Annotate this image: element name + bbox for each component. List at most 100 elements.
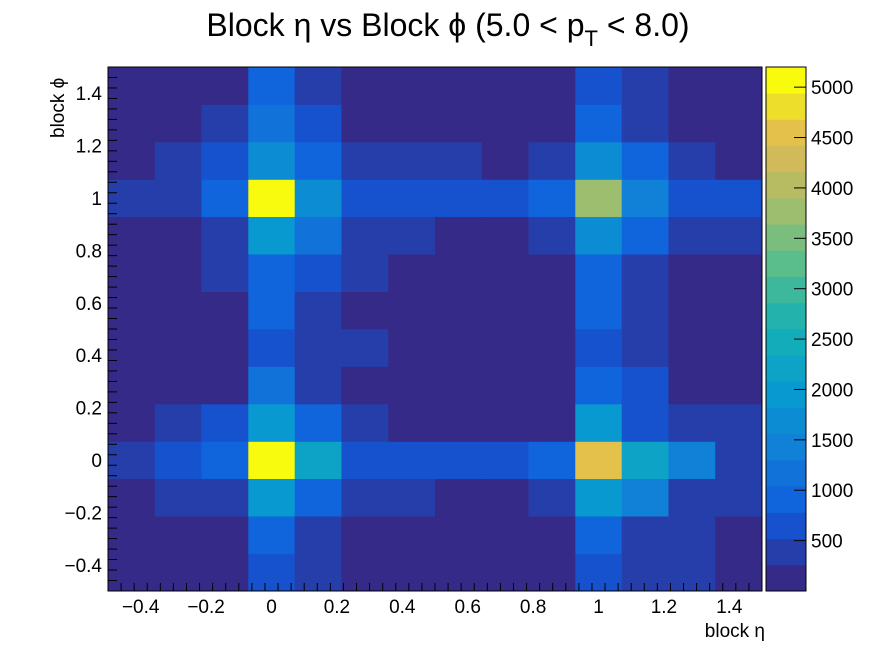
title-phi: ϕ [448, 7, 466, 43]
x-tick-label: 1 [593, 597, 604, 618]
heatmap-cell [341, 329, 389, 367]
heatmap-cell [715, 291, 763, 330]
x-tick-label: −0.2 [187, 597, 225, 618]
palette-band [766, 145, 806, 173]
heatmap-cell [668, 216, 716, 255]
heatmap-cell [575, 67, 623, 105]
heatmap-cell [715, 441, 763, 480]
heatmap-cell [341, 441, 389, 480]
heatmap-cell [154, 516, 202, 554]
heatmap-cell [668, 403, 716, 442]
heatmap-cell [108, 216, 156, 255]
heatmap-cell [154, 553, 202, 592]
y-tick-label: −0.4 [64, 556, 102, 577]
title-cut-close: < 8.0) [598, 7, 690, 43]
palette-tick-label: 1000 [811, 481, 853, 502]
heatmap-cell [481, 67, 529, 105]
heatmap-cell [435, 67, 483, 105]
heatmap-cell [668, 291, 716, 330]
heatmap-cell [481, 141, 529, 180]
title-cut-open: (5.0 < p [466, 7, 584, 43]
palette-band [766, 381, 806, 408]
heatmap-cell [621, 216, 669, 255]
heatmap-cell [154, 291, 202, 330]
heatmap-cell [154, 216, 202, 255]
heatmap-cell [621, 516, 669, 554]
heatmap-cell [668, 254, 716, 292]
heatmap-cell [621, 141, 669, 180]
heatmap-cell [248, 254, 296, 292]
heatmap-cell [294, 179, 342, 218]
heatmap-cell [481, 478, 529, 517]
palette-band [766, 119, 806, 146]
heatmap-cell [294, 516, 342, 554]
heatmap-cell [435, 441, 483, 480]
palette-band [766, 433, 806, 461]
heatmap-cell [575, 254, 623, 292]
heatmap-cell [621, 254, 669, 292]
heatmap-cell [108, 329, 156, 367]
heatmap-cell [621, 291, 669, 330]
heatmap-cell [388, 67, 436, 105]
heatmap-cell [715, 216, 763, 255]
heatmap-cell [388, 291, 436, 330]
palette-tick-label: 4000 [811, 179, 853, 200]
heatmap-cell [621, 478, 669, 517]
heatmap-cell [154, 179, 202, 218]
heatmap-cell [154, 104, 202, 143]
y-tick-label: −0.2 [64, 503, 102, 524]
heatmap-cell [294, 291, 342, 330]
heatmap-cell [201, 553, 249, 592]
heatmap-cell [668, 104, 716, 143]
palette-border [765, 66, 807, 592]
heatmap-cell [294, 366, 342, 405]
heatmap-cell [481, 216, 529, 255]
title-cut-subscript: T [585, 26, 598, 51]
heatmap-cell [435, 291, 483, 330]
heatmap-cell [248, 67, 296, 105]
heatmap-cell [108, 179, 156, 218]
x-tick-label: 0 [266, 597, 277, 618]
heatmap-cell [154, 441, 202, 480]
heatmap-cell [201, 216, 249, 255]
heatmap-cell [108, 366, 156, 405]
heatmap-cell [575, 291, 623, 330]
heatmap-cell [435, 179, 483, 218]
heatmap-cell [621, 104, 669, 143]
heatmap-cell [435, 403, 483, 442]
palette-band [766, 67, 806, 94]
heatmap-cell [668, 478, 716, 517]
heatmap-cell [201, 179, 249, 218]
heatmap-cell [108, 254, 156, 292]
heatmap-cell [621, 67, 669, 105]
heatmap-cell [528, 329, 576, 367]
heatmap-cell [575, 366, 623, 405]
heatmap-cell [388, 516, 436, 554]
heatmap-cell [201, 403, 249, 442]
heatmap-cell [341, 478, 389, 517]
heatmap-cell [621, 441, 669, 480]
heatmap-cell [294, 254, 342, 292]
x-tick-label: 0.2 [324, 597, 350, 618]
heatmap-cell [435, 141, 483, 180]
y-tick-label: 0.6 [76, 294, 102, 315]
palette-band [766, 198, 806, 225]
heatmap-cell [668, 141, 716, 180]
x-tick-label: 1.4 [716, 597, 743, 618]
heatmap-cell [575, 403, 623, 442]
heatmap-cell [668, 329, 716, 367]
x-axis: −0.4 −0.2 0 0.2 0.4 0.6 0.8 1 1.2 1.4 [107, 583, 763, 618]
heatmap-cell [715, 478, 763, 517]
heatmap-cell [201, 516, 249, 554]
palette-band [766, 564, 806, 592]
heatmap-cell [575, 104, 623, 143]
palette-tick-label: 2500 [811, 330, 853, 351]
heatmap-cell [294, 441, 342, 480]
heatmap-cell [621, 329, 669, 367]
heatmap-cell [388, 179, 436, 218]
x-tick-label: −0.4 [122, 597, 160, 618]
heatmap-cell [341, 553, 389, 592]
palette-tick-label: 4500 [811, 129, 853, 150]
heatmap-cell [341, 403, 389, 442]
x-tick-label: 0.6 [454, 597, 480, 618]
